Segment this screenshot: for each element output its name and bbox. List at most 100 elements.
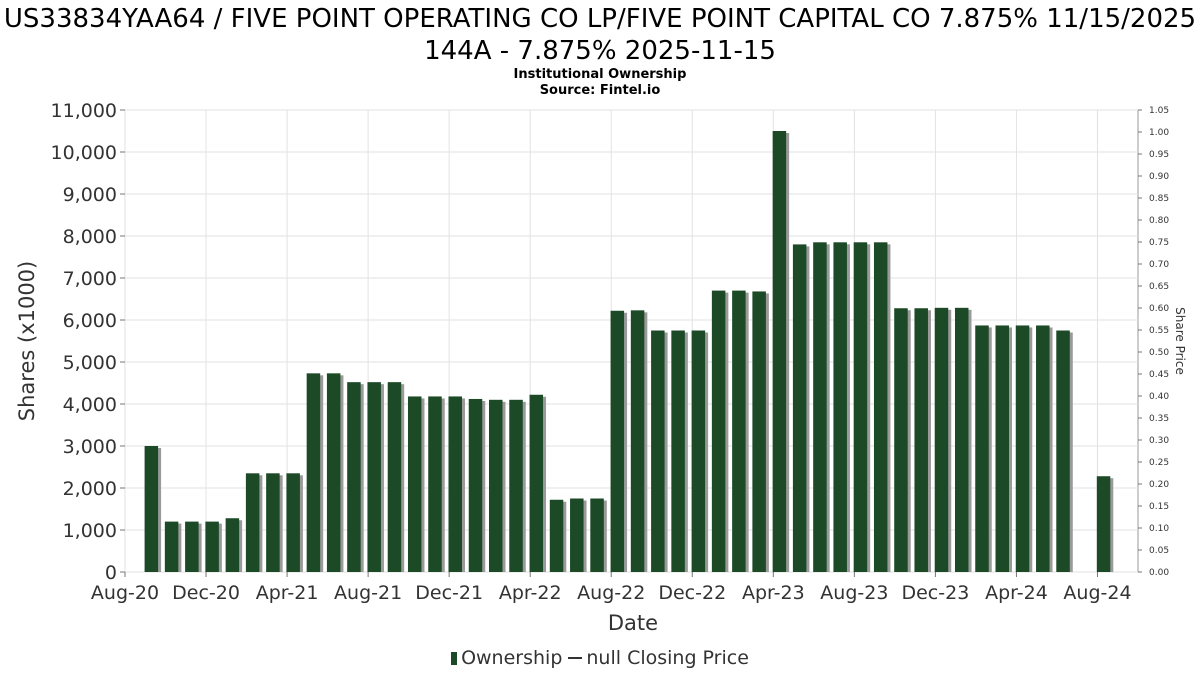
y-tick-label: 3,000 <box>63 436 117 458</box>
y2-tick-label: 0.25 <box>1149 458 1169 468</box>
ownership-bar <box>1096 476 1111 572</box>
ownership-bar <box>651 330 665 572</box>
ownership-bar <box>792 244 807 572</box>
ownership-bar <box>853 242 868 573</box>
y2-tick-label: 0.40 <box>1149 392 1169 402</box>
y-tick-label: 9,000 <box>63 184 117 206</box>
y-tick-label: 5,000 <box>63 352 117 374</box>
ownership-bar <box>509 399 523 572</box>
ownership-bar <box>590 498 604 572</box>
ownership-bar <box>772 131 787 572</box>
ownership-bar <box>691 330 706 572</box>
y2-tick-label: 0.00 <box>1149 568 1169 578</box>
y2-tick-label: 0.35 <box>1149 414 1169 424</box>
x-tick-label: Apr-24 <box>985 582 1048 604</box>
y2-tick-label: 0.50 <box>1149 348 1169 358</box>
y-axis-label: Shares (x1000) <box>15 261 39 421</box>
y2-tick-label: 0.80 <box>1149 216 1169 226</box>
price-legend-line <box>568 657 583 659</box>
ownership-bar <box>387 382 402 572</box>
ownership-legend-swatch <box>451 652 458 665</box>
ownership-bar <box>367 382 381 572</box>
ownership-bar <box>1056 330 1070 572</box>
y2-tick-label: 0.15 <box>1149 502 1169 512</box>
chart-header: US33834YAA64 / FIVE POINT OPERATING CO L… <box>0 0 1200 99</box>
x-tick-label: Apr-21 <box>256 582 319 604</box>
x-tick-label: Dec-23 <box>901 582 969 604</box>
y2-tick-label: 0.70 <box>1149 260 1169 270</box>
ownership-bar <box>266 473 280 572</box>
y2-tick-label: 0.65 <box>1149 282 1169 292</box>
ownership-bar <box>934 307 949 572</box>
x-tick-label: Aug-23 <box>820 582 888 604</box>
axis-layer: 0 1,000 2,000 3,000 4,000 5,000 6,000 7,000 8,00… <box>51 100 1170 604</box>
ownership-bar <box>448 396 462 572</box>
ownership-bar <box>752 291 766 572</box>
y2-tick-label: 1.05 <box>1149 106 1169 116</box>
x-tick-label: Aug-20 <box>91 582 159 604</box>
ownership-bar <box>549 499 564 572</box>
ownership-bar <box>468 398 483 572</box>
ownership-bar <box>954 307 969 572</box>
x-tick-label: Apr-23 <box>742 582 805 604</box>
ownership-bar <box>144 446 159 572</box>
ownership-bar <box>428 396 442 572</box>
y2-tick-label: 0.75 <box>1149 238 1169 248</box>
y2-tick-label: 0.60 <box>1149 304 1169 314</box>
y-tick-label: 6,000 <box>63 310 117 332</box>
ownership-bar <box>489 399 503 572</box>
y2-tick-label: 0.10 <box>1149 524 1169 534</box>
ownership-bar <box>286 473 300 572</box>
bar-layer <box>144 131 1114 573</box>
y-tick-label: 2,000 <box>63 478 117 500</box>
x-tick-label: Aug-24 <box>1063 582 1131 604</box>
ownership-bar <box>995 325 1010 572</box>
y2-tick-label: 0.90 <box>1149 172 1169 182</box>
ownership-bar <box>326 373 341 572</box>
chart-subtitle-1: Institutional Ownership <box>513 67 687 82</box>
x-axis-label: Date <box>608 611 658 635</box>
ownership-bar <box>407 396 422 572</box>
y2-axis-label: Share Price <box>1173 307 1187 375</box>
x-tick-label: Aug-21 <box>334 582 402 604</box>
chart-legend: Ownership null Closing Price <box>0 647 1200 669</box>
ownership-bar <box>671 330 685 572</box>
ownership-bar <box>630 310 645 572</box>
ownership-bar <box>833 242 847 573</box>
ownership-bar <box>1015 325 1030 572</box>
y-tick-label: 10,000 <box>51 142 117 164</box>
y2-tick-label: 0.85 <box>1149 194 1169 204</box>
legend-ownership-label: Ownership <box>461 647 563 669</box>
y-tick-label: 7,000 <box>63 268 117 290</box>
y2-tick-label: 0.95 <box>1149 150 1169 160</box>
chart-title: US33834YAA64 / FIVE POINT OPERATING CO L… <box>3 4 1197 66</box>
ownership-bar <box>975 325 989 572</box>
y-tick-label: 1,000 <box>63 520 117 542</box>
x-tick-label: Dec-20 <box>172 582 240 604</box>
ownership-bar <box>347 382 361 572</box>
ownership-bar <box>225 518 240 572</box>
ownership-bar <box>894 308 908 572</box>
y2-tick-label: 0.05 <box>1149 546 1169 556</box>
y-tick-label: 0 <box>105 562 117 584</box>
y2-tick-label: 0.30 <box>1149 436 1169 446</box>
ownership-bar <box>711 290 726 572</box>
y-tick-label: 8,000 <box>63 226 117 248</box>
ownership-bar <box>205 521 219 572</box>
y-tick-label: 4,000 <box>63 394 117 416</box>
x-tick-label: Aug-22 <box>577 582 645 604</box>
ownership-bar <box>914 308 928 572</box>
legend-price-label: null Closing Price <box>586 647 749 669</box>
x-tick-label: Apr-22 <box>499 582 562 604</box>
y2-tick-label: 1.00 <box>1149 128 1169 138</box>
ownership-bar <box>610 310 625 572</box>
ownership-bar <box>164 521 179 572</box>
ownership-bar <box>306 373 321 572</box>
ownership-bar <box>245 473 260 572</box>
ownership-bar <box>185 521 199 572</box>
y2-tick-label: 0.45 <box>1149 370 1169 380</box>
ownership-bar <box>570 498 584 572</box>
ownership-bar <box>873 242 888 573</box>
y2-tick-label: 0.55 <box>1149 326 1169 336</box>
